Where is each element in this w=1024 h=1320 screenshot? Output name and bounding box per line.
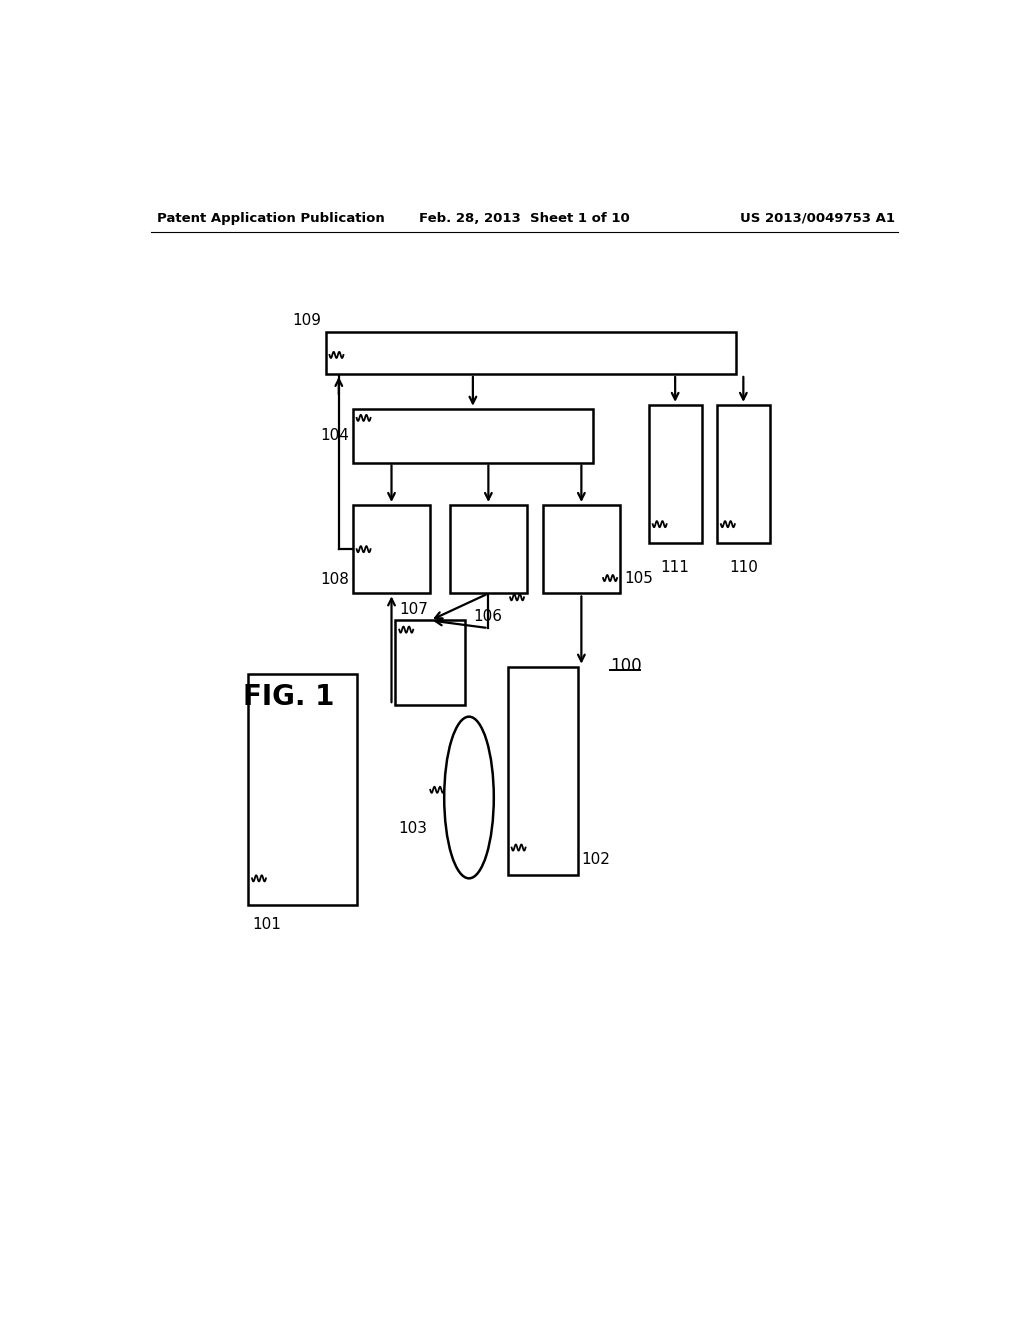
Text: 100: 100 [610, 656, 642, 675]
Bar [326, 331, 736, 374]
Bar [543, 506, 621, 594]
Bar [717, 405, 770, 544]
Text: 109: 109 [293, 313, 322, 327]
Bar [508, 667, 578, 874]
Text: 108: 108 [319, 573, 349, 587]
Text: 102: 102 [582, 851, 610, 867]
Bar [649, 405, 701, 544]
Text: Patent Application Publication: Patent Application Publication [158, 213, 385, 224]
Text: 104: 104 [319, 428, 349, 444]
Bar [395, 620, 465, 705]
Text: 103: 103 [398, 821, 427, 836]
Text: 107: 107 [399, 602, 428, 616]
Text: 101: 101 [252, 917, 281, 932]
Text: 106: 106 [473, 609, 502, 624]
Ellipse shape [444, 717, 494, 878]
Text: FIG. 1: FIG. 1 [243, 684, 334, 711]
Text: US 2013/0049753 A1: US 2013/0049753 A1 [740, 213, 895, 224]
Text: 111: 111 [660, 560, 689, 576]
Bar [352, 506, 430, 594]
Text: 105: 105 [624, 570, 653, 586]
Bar [352, 409, 593, 462]
Text: 110: 110 [729, 560, 758, 576]
Bar [450, 506, 527, 594]
Bar [248, 675, 356, 906]
Text: Feb. 28, 2013  Sheet 1 of 10: Feb. 28, 2013 Sheet 1 of 10 [420, 213, 630, 224]
